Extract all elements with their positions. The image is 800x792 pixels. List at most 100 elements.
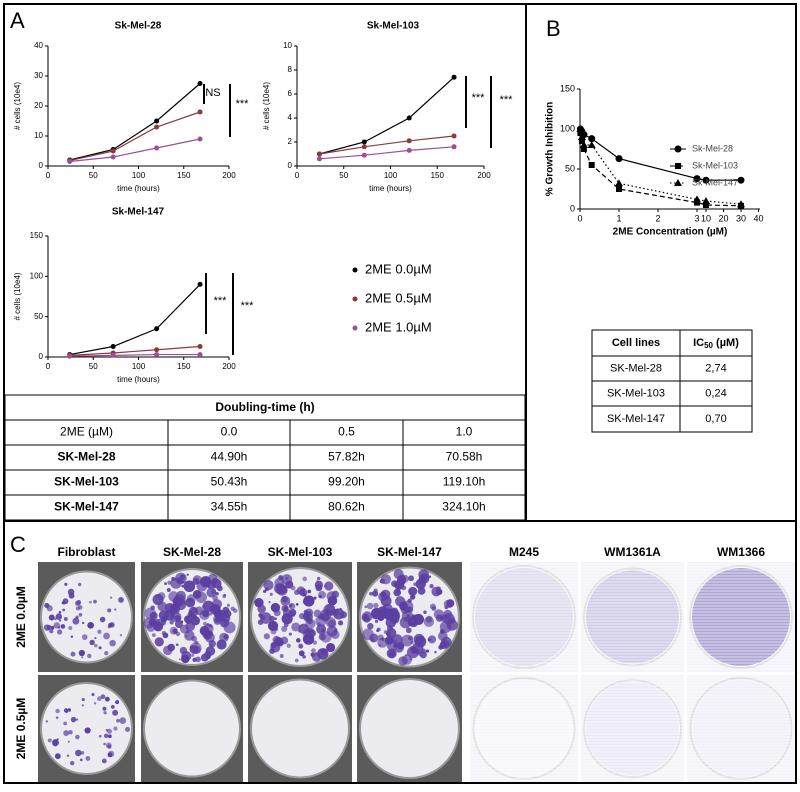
well — [40, 570, 133, 664]
table-cell: SK-Mel-28 — [57, 450, 115, 464]
colony — [202, 604, 206, 608]
colony — [150, 605, 155, 611]
colony — [372, 616, 375, 619]
data-point — [693, 195, 701, 203]
colony — [376, 627, 381, 632]
colony — [311, 648, 316, 653]
data-point — [451, 133, 457, 139]
x-tick-label: 150 — [431, 171, 445, 180]
colony — [384, 636, 394, 645]
colony — [88, 600, 92, 604]
colony — [75, 718, 79, 721]
colony — [302, 592, 306, 596]
colony — [413, 633, 425, 645]
colony — [68, 730, 73, 735]
colony — [56, 738, 59, 741]
colony — [258, 612, 264, 618]
x-axis-label: time (hours) — [117, 375, 160, 384]
colony — [223, 621, 236, 634]
annotation: *** — [214, 295, 228, 307]
table-cell: 1.0 — [456, 425, 473, 439]
column-label: SK-Mel-147 — [377, 545, 442, 559]
panel-label: C — [10, 532, 26, 557]
colony — [223, 609, 232, 618]
table-title: Doubling-time (h) — [215, 400, 314, 414]
data-point — [702, 176, 710, 184]
colony — [270, 642, 277, 649]
colony — [81, 656, 84, 659]
colony — [220, 612, 223, 615]
data-point — [579, 141, 588, 148]
colony — [429, 584, 434, 589]
colony — [313, 596, 317, 600]
colony — [257, 619, 264, 625]
colony — [99, 616, 106, 623]
colony — [274, 617, 278, 621]
annotation: *** — [241, 300, 255, 312]
colony — [61, 601, 65, 605]
data-point — [154, 124, 160, 130]
header-part: 50 — [704, 341, 713, 350]
colony — [66, 754, 70, 757]
colony — [60, 624, 66, 629]
data-point — [361, 152, 367, 158]
y-tick-label: 100 — [30, 271, 44, 280]
data-point — [737, 200, 745, 208]
y-tick-label: 50 — [34, 312, 43, 321]
colony — [364, 605, 368, 609]
colony — [419, 651, 427, 659]
colony — [178, 658, 181, 661]
x-tick-label: 150 — [177, 171, 191, 180]
colony — [75, 606, 80, 611]
colony — [410, 594, 416, 600]
table-header: IC50 (µM) — [693, 337, 739, 350]
colony — [215, 618, 220, 622]
colony — [367, 622, 374, 630]
well — [143, 679, 241, 778]
legend-label: 2ME 0.0µM — [365, 261, 432, 276]
y-axis-label: % Growth Inhibition — [545, 102, 556, 196]
colony — [381, 637, 385, 641]
colony — [112, 709, 119, 716]
table-cell: SK-Mel-28 — [610, 362, 662, 374]
legend-marker — [675, 163, 681, 169]
colony — [328, 619, 337, 629]
colony — [103, 733, 109, 739]
data-point — [703, 202, 709, 208]
colony — [268, 601, 271, 604]
colony — [174, 615, 182, 622]
colony — [48, 614, 55, 621]
colony — [96, 696, 102, 701]
colony — [408, 586, 418, 596]
colony — [170, 603, 180, 613]
x-axis-label: time (hours) — [369, 184, 412, 193]
table-cell: 119.10h — [443, 475, 486, 489]
data-point — [197, 344, 203, 350]
colony — [173, 594, 186, 607]
colony — [45, 720, 49, 723]
data-point — [361, 144, 367, 150]
table-frame — [4, 394, 526, 521]
colony — [393, 644, 396, 648]
legend-label: Sk-Mel-103 — [692, 160, 738, 170]
data-point — [451, 144, 457, 150]
colony — [205, 629, 210, 633]
colony — [166, 588, 171, 592]
series-line — [319, 146, 455, 160]
colony — [298, 643, 304, 649]
data-point — [110, 154, 116, 160]
legend-marker — [674, 145, 682, 153]
column-label: SK-Mel-28 — [163, 545, 221, 559]
y-axis-label: # cells (10e4) — [13, 272, 22, 320]
colony — [232, 608, 238, 614]
colony — [263, 580, 274, 591]
table-cell: 57.82h — [328, 450, 365, 464]
x-tick-label: 30 — [736, 213, 746, 223]
data-point — [197, 281, 203, 287]
colony — [49, 629, 54, 634]
series-line — [579, 128, 741, 181]
colony — [44, 602, 50, 609]
colony — [320, 612, 330, 622]
colony — [320, 631, 332, 643]
